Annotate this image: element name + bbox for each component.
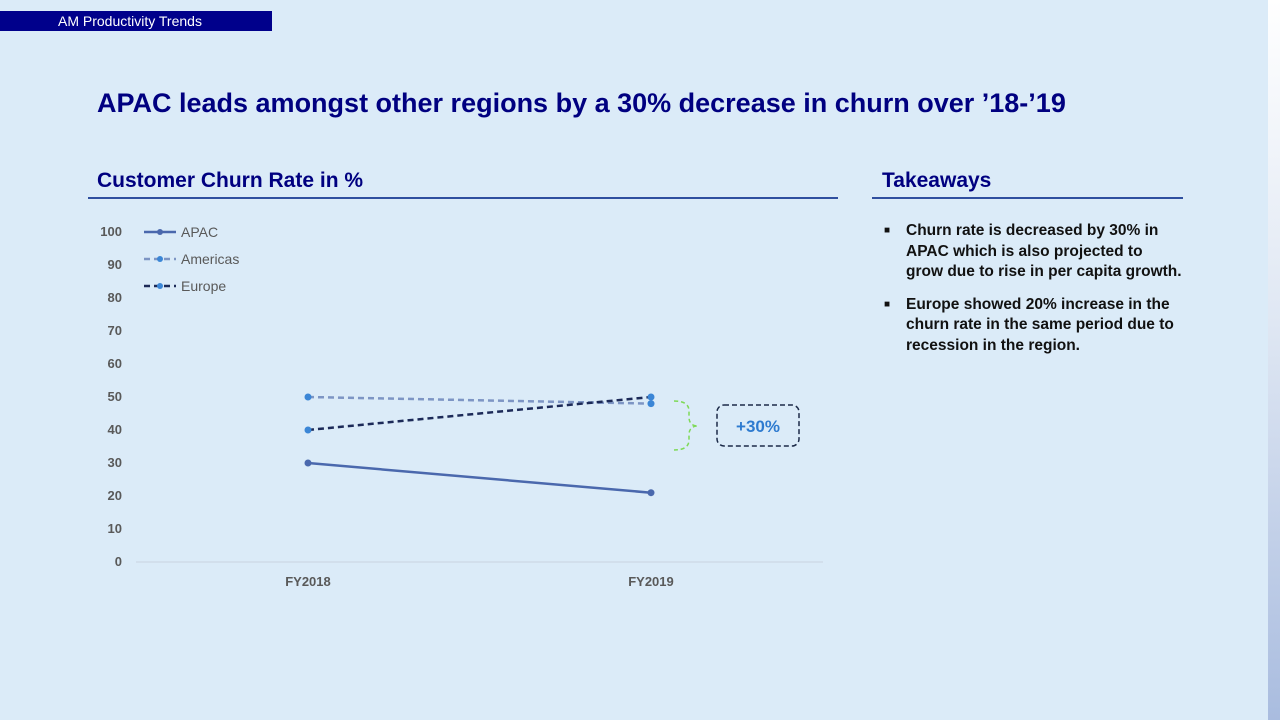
y-tick-label: 30 <box>108 455 122 470</box>
series-line-apac <box>307 461 652 494</box>
y-tick-label: 0 <box>115 554 122 569</box>
annotation-label: +30% <box>736 417 780 436</box>
y-tick-label: 80 <box>108 290 122 305</box>
takeaway-text: Churn rate is decreased by 30% in APAC w… <box>906 222 1182 280</box>
legend-label-americas: Americas <box>181 251 239 267</box>
y-tick-label: 100 <box>100 224 122 239</box>
legend-marker-americas <box>157 256 163 262</box>
takeaways-title: Takeaways <box>882 169 992 192</box>
legend-label-apac: APAC <box>181 224 218 240</box>
square-bullet-icon: ■ <box>884 225 891 236</box>
header-tag: AM Productivity Trends <box>0 11 272 31</box>
series-line-europe <box>307 395 652 432</box>
y-tick-label: 60 <box>108 356 122 371</box>
chart-section-rule <box>88 197 838 199</box>
data-point-europe <box>647 393 655 401</box>
takeaway-item: ■ Europe showed 20% increase in the chur… <box>882 295 1182 357</box>
series-line-americas <box>307 395 652 405</box>
annotation-box <box>716 404 800 447</box>
x-tick-label: FY2018 <box>285 574 331 589</box>
data-point-americas <box>304 393 312 401</box>
takeaways-list: ■ Churn rate is decreased by 30% in APAC… <box>882 221 1182 368</box>
x-tick-label: FY2019 <box>628 574 674 589</box>
y-tick-label: 20 <box>108 488 122 503</box>
legend-marker-apac <box>157 229 163 235</box>
data-point-apac <box>304 459 312 467</box>
y-tick-label: 90 <box>108 257 122 272</box>
annotation-bracket <box>673 400 699 451</box>
churn-line-chart: 0 10 20 30 40 50 60 70 80 90 100 FY2018 FY2019 APAC Am… <box>100 224 823 589</box>
y-tick-label: 10 <box>108 521 122 536</box>
legend-marker-europe <box>157 283 163 289</box>
y-tick-label: 40 <box>108 422 122 437</box>
y-tick-label: 50 <box>108 389 122 404</box>
takeaway-item: ■ Churn rate is decreased by 30% in APAC… <box>882 221 1182 283</box>
square-bullet-icon: ■ <box>884 298 891 310</box>
slide-title: APAC leads amongst other regions by a 30… <box>97 88 1066 118</box>
slide-edge-strip <box>1268 0 1280 720</box>
legend-label-europe: Europe <box>181 278 226 294</box>
takeaway-text: Europe showed 20% increase in the churn … <box>906 295 1174 354</box>
data-point-americas <box>647 400 655 408</box>
takeaways-rule <box>872 197 1183 199</box>
chart-section-title: Customer Churn Rate in % <box>97 169 364 192</box>
y-tick-label: 70 <box>108 323 122 338</box>
data-point-apac <box>647 489 655 497</box>
data-point-europe <box>304 426 312 434</box>
